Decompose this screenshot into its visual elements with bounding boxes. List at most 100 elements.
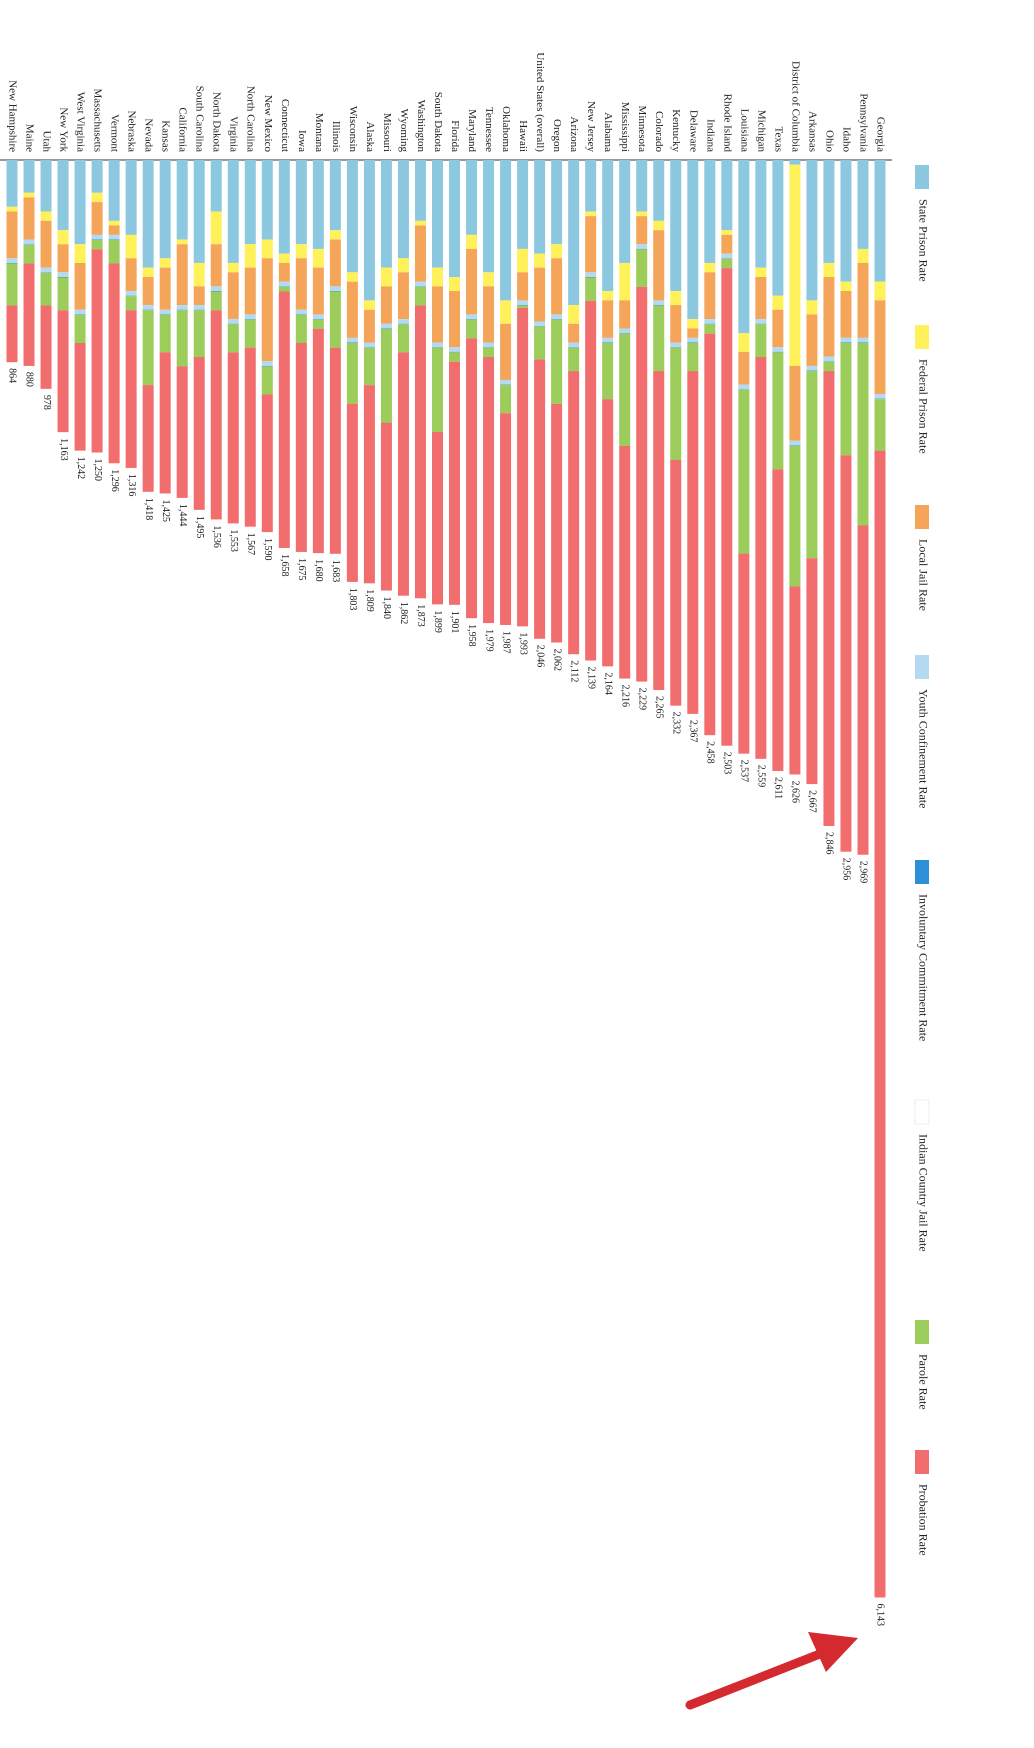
bar-segment xyxy=(414,286,426,306)
bar-segment xyxy=(449,277,461,292)
bar-segment xyxy=(125,291,137,296)
bar-segment xyxy=(772,347,784,352)
bar-segment xyxy=(40,272,52,306)
legend-swatch xyxy=(915,655,929,679)
legend-label: Probation Rate xyxy=(916,1484,930,1556)
total-label: 2,112 xyxy=(568,660,579,682)
arrow-shaft xyxy=(685,1643,840,1710)
bar-segment xyxy=(40,220,52,268)
bar-segment xyxy=(380,267,392,287)
bar-segment xyxy=(636,244,648,249)
bar-segment xyxy=(670,347,682,460)
bar-segment xyxy=(653,300,665,306)
category-label: Nebraska xyxy=(126,110,138,152)
bar-segment xyxy=(159,258,171,268)
category-label: Pennsylvania xyxy=(857,93,869,152)
bar-segment xyxy=(585,211,597,217)
bar-segment xyxy=(738,389,750,554)
bar-segment xyxy=(414,305,426,599)
bar-segment xyxy=(431,347,443,432)
bar-segment xyxy=(210,211,222,245)
bar-segment xyxy=(159,352,171,494)
bar-segment xyxy=(176,366,188,498)
total-label: 1,958 xyxy=(466,624,477,647)
bar-segment xyxy=(823,371,835,826)
total-label: 1,553 xyxy=(228,529,239,552)
category-label: Arkansas xyxy=(806,111,818,152)
bar-segment xyxy=(176,239,188,245)
bar-segment xyxy=(789,440,801,446)
bar-segment xyxy=(704,272,716,320)
bar-segment xyxy=(738,351,750,385)
bar-segment xyxy=(721,160,733,231)
bar-segment xyxy=(142,267,154,277)
total-label: 978 xyxy=(41,395,52,410)
bar-segment xyxy=(568,160,580,306)
bar-segment xyxy=(840,291,852,338)
bar-segment xyxy=(108,225,120,235)
total-label: 1,840 xyxy=(381,597,392,620)
category-label: Iowa xyxy=(296,130,308,152)
bar-segment xyxy=(142,160,154,268)
total-label: 2,956 xyxy=(841,858,852,881)
bar-segment xyxy=(295,244,307,259)
bar-segment xyxy=(312,267,324,315)
total-label: 2,367 xyxy=(687,720,698,743)
bar-segment xyxy=(261,366,273,395)
total-label: 1,296 xyxy=(109,469,120,492)
total-label: 2,216 xyxy=(619,685,630,708)
legend-swatch xyxy=(915,165,929,189)
bar-segment xyxy=(108,220,120,226)
category-label: Maine xyxy=(23,124,35,152)
bar-segment xyxy=(346,272,358,282)
bar-segment xyxy=(789,445,801,587)
bar-segment xyxy=(806,314,818,366)
category-label: West Virginia xyxy=(75,92,87,152)
bar-segment xyxy=(738,160,750,334)
total-label: 2,139 xyxy=(585,667,596,690)
category-label: Rhode Island xyxy=(721,94,733,153)
bar-segment xyxy=(568,347,580,372)
bar-segment xyxy=(6,305,18,363)
category-label: Missouri xyxy=(381,113,393,152)
bar-segment xyxy=(227,272,239,320)
bar-segment xyxy=(431,342,443,348)
bar-segment xyxy=(704,324,716,334)
bar-segment xyxy=(6,160,18,207)
bar-segment xyxy=(840,160,852,282)
bar-segment xyxy=(125,258,137,292)
category-label: Louisiana xyxy=(738,109,750,152)
bar-segment xyxy=(874,300,886,394)
bar-segment xyxy=(687,319,699,329)
bar-segment xyxy=(483,347,495,358)
bar-segment xyxy=(6,211,18,259)
category-label: Arizona xyxy=(568,117,580,153)
bar-segment xyxy=(789,586,801,775)
bar-segment xyxy=(261,258,273,362)
bar-segment xyxy=(363,347,375,386)
total-label: 2,458 xyxy=(705,741,716,764)
bar-segment xyxy=(823,160,835,263)
bar-segment xyxy=(585,272,597,277)
total-label: 2,265 xyxy=(653,696,664,719)
bar-segment xyxy=(500,385,512,414)
bar-segment xyxy=(874,394,886,399)
bar-segment xyxy=(108,240,120,264)
category-label: Illinois xyxy=(330,121,342,152)
total-label: 2,229 xyxy=(636,688,647,711)
bar-segment xyxy=(261,394,273,533)
total-label: 2,046 xyxy=(534,645,545,668)
bar-segment xyxy=(329,347,341,554)
bar-segment xyxy=(176,160,188,240)
total-label: 880 xyxy=(24,372,35,387)
bar-segment xyxy=(363,160,375,301)
bar-segment xyxy=(159,314,171,353)
bar-segment xyxy=(602,160,614,292)
bar-segment xyxy=(346,160,358,273)
bar-segment xyxy=(210,244,222,287)
category-label: Nevada xyxy=(143,118,155,152)
bar-segment xyxy=(653,160,665,221)
bar-segment xyxy=(704,333,716,736)
category-label: Maryland xyxy=(466,109,478,152)
bar-segment xyxy=(670,305,682,343)
